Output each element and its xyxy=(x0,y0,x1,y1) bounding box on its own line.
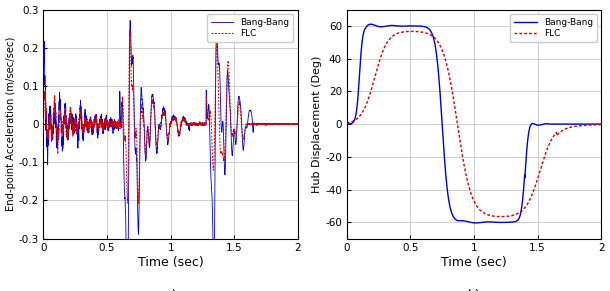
FLC xyxy=(46,124,53,128)
FLC xyxy=(294,122,301,125)
FLC xyxy=(408,30,415,33)
X-axis label: Time (sec): Time (sec) xyxy=(441,256,507,269)
FLC xyxy=(193,122,200,125)
Legend: Bang-Bang, FLC: Bang-Bang, FLC xyxy=(511,14,597,42)
Y-axis label: End-point Acceleration (m/sec/sec): End-point Acceleration (m/sec/sec) xyxy=(5,37,16,211)
FLC xyxy=(597,123,605,126)
Bang-Bang xyxy=(193,123,200,127)
FLC xyxy=(40,132,47,135)
Bang-Bang xyxy=(553,122,560,126)
FLC xyxy=(498,215,505,218)
Line: Bang-Bang: Bang-Bang xyxy=(346,24,601,223)
Bang-Bang xyxy=(349,121,356,125)
Line: FLC: FLC xyxy=(43,31,298,203)
Text: b): b) xyxy=(468,289,480,291)
Bang-Bang xyxy=(126,19,134,22)
Bang-Bang xyxy=(597,122,605,126)
Y-axis label: Hub Displacement (Deg): Hub Displacement (Deg) xyxy=(312,55,322,193)
Line: FLC: FLC xyxy=(346,31,601,217)
Bang-Bang xyxy=(46,121,53,124)
X-axis label: Time (sec): Time (sec) xyxy=(138,256,204,269)
FLC xyxy=(438,47,445,50)
Bang-Bang xyxy=(294,123,301,126)
Bang-Bang xyxy=(54,131,61,135)
FLC xyxy=(134,190,142,194)
Legend: Bang-Bang, FLC: Bang-Bang, FLC xyxy=(207,14,293,42)
Bang-Bang xyxy=(40,68,47,72)
Bang-Bang xyxy=(62,114,70,118)
Bang-Bang xyxy=(366,23,373,26)
FLC xyxy=(553,131,560,134)
Bang-Bang xyxy=(135,228,142,232)
FLC xyxy=(349,120,356,123)
FLC xyxy=(54,141,61,145)
Line: Bang-Bang: Bang-Bang xyxy=(43,20,298,291)
Bang-Bang xyxy=(343,122,350,126)
FLC xyxy=(126,29,134,33)
FLC xyxy=(135,201,142,205)
Bang-Bang xyxy=(367,22,375,26)
FLC xyxy=(62,120,70,123)
Text: a): a) xyxy=(164,289,177,291)
FLC xyxy=(496,215,503,218)
FLC xyxy=(357,113,364,117)
FLC xyxy=(249,122,257,126)
Bang-Bang xyxy=(249,129,257,132)
Bang-Bang xyxy=(357,58,364,62)
Bang-Bang xyxy=(472,221,479,225)
FLC xyxy=(343,121,350,125)
Bang-Bang xyxy=(496,221,503,224)
Bang-Bang xyxy=(438,111,445,114)
FLC xyxy=(366,94,373,98)
